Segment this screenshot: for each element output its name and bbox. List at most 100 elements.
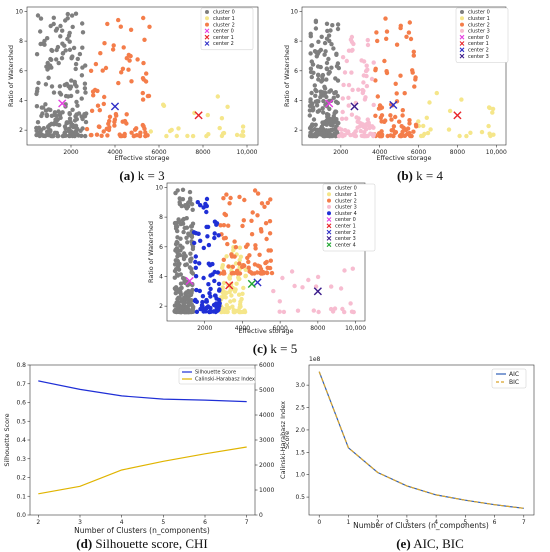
- scatter-point: [200, 294, 206, 299]
- scatter-point: [324, 21, 330, 26]
- scatter-point: [36, 80, 41, 86]
- y-tick-label: 0.7: [16, 381, 26, 388]
- caption-c: (c) k = 5: [253, 341, 298, 356]
- scatter-point: [35, 86, 40, 92]
- scatter-point: [129, 79, 134, 84]
- y-tick-label: 2.0: [295, 427, 305, 434]
- scatter-point: [47, 129, 52, 134]
- scatter-point: [238, 299, 243, 304]
- svg-text:center 3: center 3: [468, 54, 489, 60]
- scatter-point: [73, 11, 79, 16]
- scatter-point: [356, 87, 361, 92]
- y-tick-label: 0.6: [16, 400, 26, 407]
- scatter-point: [365, 67, 370, 72]
- scatter-point: [167, 128, 173, 134]
- scatter-point: [367, 125, 372, 131]
- scatter-point: [234, 281, 239, 286]
- scatter-point: [427, 100, 432, 105]
- scatter-point: [224, 302, 229, 308]
- scatter-point: [314, 88, 319, 94]
- scatter-point: [325, 114, 330, 119]
- svg-text:center 2: center 2: [335, 230, 356, 236]
- scatter-point: [351, 133, 357, 138]
- yticks-e: 0.5 1.0 1.5 2.0 2.5 3.0: [295, 382, 309, 501]
- legend-entry: cluster 0: [327, 186, 357, 192]
- scatter-point: [183, 262, 188, 268]
- scatter-point: [207, 291, 212, 296]
- scatter-point: [220, 265, 225, 270]
- scatter-point: [259, 201, 265, 206]
- scatter-point: [326, 71, 331, 76]
- scatter-point: [107, 118, 112, 124]
- scatter-point: [98, 51, 103, 56]
- scatter-point: [73, 123, 79, 128]
- y-tick-label: 0.5: [16, 418, 26, 425]
- scatter-point: [128, 27, 134, 32]
- scatter-point: [342, 268, 347, 273]
- scatter-point: [229, 293, 234, 298]
- scatter-point: [232, 309, 237, 315]
- scatter-point: [239, 133, 244, 138]
- scatter-point: [113, 111, 119, 117]
- scatter-point: [230, 264, 235, 269]
- legend-box: [455, 7, 509, 63]
- scatter-point: [51, 15, 56, 20]
- scatter-point: [184, 296, 190, 301]
- scatter-point: [346, 103, 351, 108]
- scatter-point: [69, 13, 75, 18]
- legend-entry: cluster 3: [327, 205, 357, 211]
- scatter-point: [223, 235, 228, 241]
- scatter-point: [66, 94, 71, 99]
- scatter-point: [193, 259, 198, 265]
- scatter-point: [378, 115, 383, 120]
- scatter-point: [322, 40, 328, 46]
- scatter-point: [60, 28, 65, 33]
- scatter-point: [335, 93, 340, 99]
- scatter-point: [428, 127, 433, 132]
- scatter-point: [335, 22, 341, 27]
- scatter-point: [353, 129, 358, 134]
- scatter-point: [280, 275, 285, 281]
- scatter-point: [217, 287, 222, 292]
- scatter-point: [384, 29, 390, 34]
- x-tick-label: 2000: [197, 325, 212, 332]
- scatter-point: [147, 24, 152, 29]
- scatter-point: [242, 308, 247, 313]
- scatter-point: [321, 120, 326, 125]
- scatter-point: [312, 49, 318, 54]
- scatter-point: [71, 45, 77, 51]
- y-tick-label: 2.5: [295, 405, 305, 412]
- scatter-point: [261, 271, 266, 276]
- centers-c: [185, 276, 322, 296]
- scatter-point: [231, 298, 237, 303]
- scatter-point: [491, 132, 496, 137]
- scatter-point: [306, 277, 311, 283]
- scatter-point: [175, 288, 180, 294]
- svg-text:Calinski-Harabasz Index: Calinski-Harabasz Index: [195, 377, 255, 383]
- scatter-point: [411, 53, 416, 58]
- svg-text:center 0: center 0: [213, 29, 234, 35]
- svg-text:cluster 2: cluster 2: [213, 22, 235, 28]
- scatter-point: [173, 258, 178, 263]
- x-tick-label: 0: [317, 519, 321, 526]
- scatter-point: [240, 291, 245, 296]
- scatter-point: [309, 43, 315, 48]
- scatter-point: [312, 83, 317, 88]
- lines-d: [38, 380, 247, 495]
- scatter-point: [241, 218, 246, 223]
- ylabel-a: Ratio of Watershed: [7, 45, 15, 107]
- scatter-point: [311, 308, 316, 313]
- scatter-point: [359, 133, 364, 138]
- scatter-panel-k4: 2000 4000 6000 8000 10,000 2 4 6 8 10 Effective …: [283, 6, 509, 183]
- xticks-c: 2000 4000 6000 8000 10,000: [197, 321, 366, 332]
- scatter-point: [82, 81, 88, 86]
- scatter-point: [74, 99, 79, 105]
- scatter-point: [141, 60, 146, 66]
- xticks-a: 2000 4000 6000 8000 10,000: [63, 145, 258, 156]
- y-tick-label: 2: [19, 127, 23, 134]
- scatter-point: [51, 21, 56, 27]
- scatter-point: [83, 133, 88, 139]
- scatter-point: [336, 133, 342, 139]
- scatter-point: [246, 259, 251, 265]
